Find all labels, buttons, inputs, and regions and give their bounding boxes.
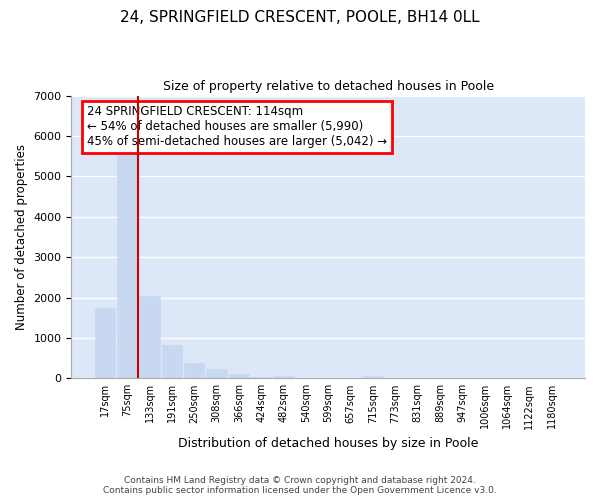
- Title: Size of property relative to detached houses in Poole: Size of property relative to detached ho…: [163, 80, 494, 93]
- Bar: [117, 146, 137, 378]
- Bar: [184, 363, 204, 378]
- X-axis label: Distribution of detached houses by size in Poole: Distribution of detached houses by size …: [178, 437, 478, 450]
- Y-axis label: Number of detached properties: Number of detached properties: [15, 144, 28, 330]
- Bar: [206, 369, 227, 378]
- Bar: [95, 308, 115, 378]
- Bar: [274, 376, 293, 378]
- Text: 24 SPRINGFIELD CRESCENT: 114sqm
← 54% of detached houses are smaller (5,990)
45%: 24 SPRINGFIELD CRESCENT: 114sqm ← 54% of…: [87, 106, 387, 148]
- Text: 24, SPRINGFIELD CRESCENT, POOLE, BH14 0LL: 24, SPRINGFIELD CRESCENT, POOLE, BH14 0L…: [120, 10, 480, 25]
- Text: Contains HM Land Registry data © Crown copyright and database right 2024.
Contai: Contains HM Land Registry data © Crown c…: [103, 476, 497, 495]
- Bar: [363, 376, 383, 378]
- Bar: [162, 345, 182, 378]
- Bar: [139, 296, 160, 378]
- Bar: [229, 374, 249, 378]
- Bar: [251, 377, 271, 378]
